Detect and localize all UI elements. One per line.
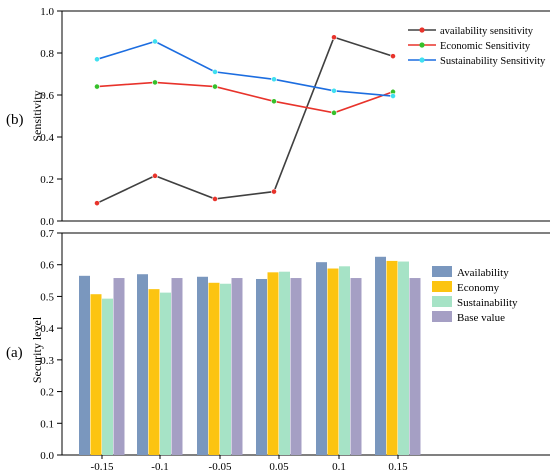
bar-sustainability <box>398 261 409 455</box>
bar-economy <box>90 294 102 455</box>
data-point <box>152 79 158 86</box>
x-tick-label: 0.05 <box>269 461 289 473</box>
legend-marker <box>419 42 425 48</box>
x-tick-label: -0.15 <box>91 461 114 473</box>
data-point <box>94 200 100 207</box>
data-point <box>152 38 158 45</box>
x-tick-label: -0.1 <box>151 461 168 473</box>
bar-sustainability <box>279 271 290 455</box>
sensitivity-legend: availability sensitivity Economic Sensiti… <box>408 26 546 67</box>
x-tick-label: -0.05 <box>209 461 232 473</box>
bar-sustainability <box>102 298 113 455</box>
series-line-3 <box>96 40 394 97</box>
data-point <box>390 93 396 99</box>
bar-availability <box>316 262 327 455</box>
bar-base-value <box>113 278 125 455</box>
bar-availability <box>197 276 208 455</box>
sensitivity-series <box>94 34 396 207</box>
bar-sustainability <box>339 266 350 455</box>
y-tick-label: 0.2 <box>40 387 54 399</box>
data-point <box>331 87 337 94</box>
bar-sustainability <box>220 283 231 455</box>
legend-label: Sustainability <box>457 297 518 309</box>
security-bar-chart: (a) Security level 0.0 0.1 0.2 0.3 0.4 0.5 0.6… <box>6 228 550 473</box>
y-tick-label: 0.6 <box>40 260 54 272</box>
security-x-axis: -0.15 -0.1 -0.05 0.05 0.1 0.15 <box>91 455 408 473</box>
series-line-1 <box>96 36 394 204</box>
sensitivity-y-axis: 0.0 0.2 0.4 0.6 0.8 1.0 <box>40 6 62 228</box>
legend-marker <box>419 57 425 63</box>
y-tick-label: 0.3 <box>40 355 54 367</box>
bar-availability <box>256 278 267 455</box>
data-point <box>152 172 158 179</box>
security-legend: Availability Economy Sustainability Base va… <box>432 266 518 324</box>
legend-swatch <box>432 296 452 307</box>
bar-base-value <box>231 278 243 455</box>
data-point <box>94 56 100 63</box>
data-point <box>271 76 277 83</box>
legend-label: Sustainability Sensitivity <box>440 56 546 67</box>
bar-base-value <box>171 278 183 455</box>
series-line-2 <box>96 81 394 114</box>
data-point <box>271 188 277 195</box>
y-tick-label: 0.6 <box>40 90 54 102</box>
legend-swatch <box>432 281 452 292</box>
bar-availability <box>375 256 386 455</box>
security-y-axis: 0.0 0.1 0.2 0.3 0.4 0.5 0.6 0.7 <box>40 228 62 462</box>
security-axis-title: Security level <box>30 316 44 383</box>
bar-availability <box>79 275 90 455</box>
sensitivity-plot-frame <box>61 10 550 222</box>
legend-label: Availability <box>457 267 509 279</box>
data-point <box>212 69 218 75</box>
bar-base-value <box>409 278 421 455</box>
data-point <box>271 98 277 105</box>
sensitivity-line-chart: (b) Sensitivity 0.0 0.2 0.4 0.6 0.8 1.0 avail… <box>6 6 550 228</box>
bar-economy <box>327 268 339 455</box>
bar-base-value <box>290 278 302 455</box>
bar-economy <box>148 289 160 455</box>
sensitivity-axis-title: Sensitivity <box>30 90 44 141</box>
x-tick-label: 0.1 <box>332 461 346 473</box>
panel-label-b: (b) <box>6 112 24 128</box>
y-tick-label: 1.0 <box>40 6 54 18</box>
data-point <box>94 83 100 90</box>
y-tick-label: 0.1 <box>40 418 54 430</box>
bar-economy <box>267 272 279 455</box>
bar-availability <box>137 274 148 455</box>
legend-label: Economic Sensitivity <box>440 41 531 52</box>
bar-economy <box>386 260 398 455</box>
security-plot-frame <box>61 232 550 456</box>
legend-swatch <box>432 266 452 277</box>
data-point <box>331 34 337 41</box>
data-point <box>212 83 218 90</box>
data-point <box>331 109 337 116</box>
data-point <box>390 53 396 60</box>
legend-swatch <box>432 311 452 322</box>
y-tick-label: 0.8 <box>40 48 54 60</box>
y-tick-label: 0.4 <box>40 323 54 335</box>
security-bars <box>79 256 421 455</box>
y-tick-label: 0.5 <box>40 291 54 303</box>
y-tick-label: 0.4 <box>40 132 54 144</box>
data-point <box>212 196 218 202</box>
y-tick-label: 0.0 <box>40 216 54 228</box>
panel-label-a: (a) <box>6 345 23 361</box>
y-tick-label: 0.0 <box>40 450 54 462</box>
legend-label: Economy <box>457 282 500 294</box>
bar-economy <box>208 282 220 455</box>
bar-sustainability <box>160 292 171 455</box>
legend-label: Base value <box>457 312 505 324</box>
legend-marker <box>419 27 425 33</box>
y-tick-label: 0.2 <box>40 174 54 186</box>
bar-base-value <box>350 278 362 455</box>
legend-label: availability sensitivity <box>440 26 534 37</box>
y-tick-label: 0.7 <box>40 228 54 240</box>
x-tick-label: 0.15 <box>388 461 408 473</box>
